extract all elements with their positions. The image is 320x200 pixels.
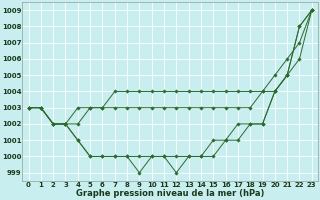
X-axis label: Graphe pression niveau de la mer (hPa): Graphe pression niveau de la mer (hPa) — [76, 189, 264, 198]
